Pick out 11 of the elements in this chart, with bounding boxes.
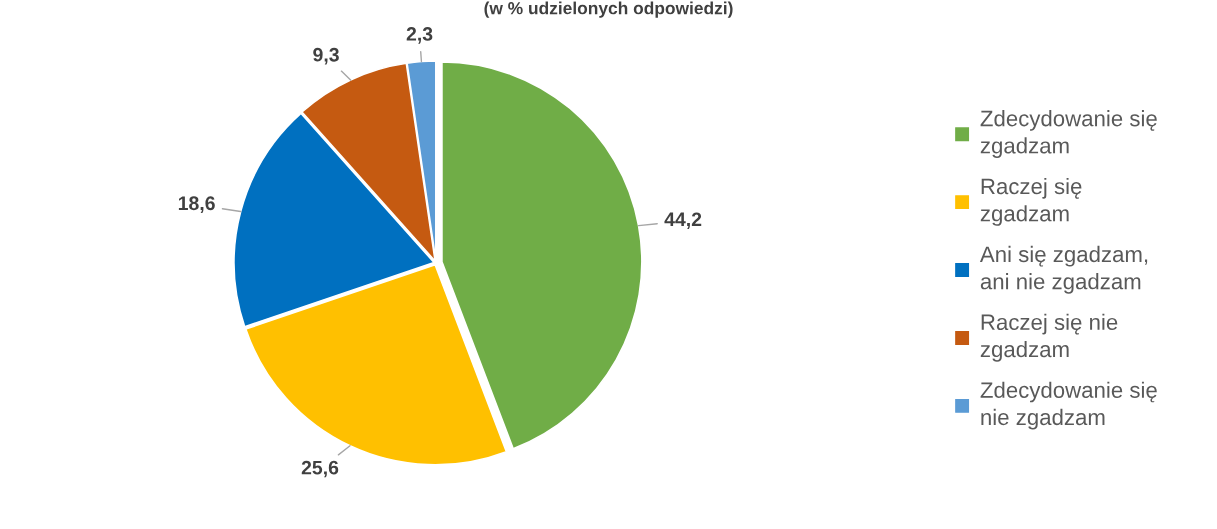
data-label: 25,6 — [301, 460, 339, 478]
legend-label: Zdecydowanie się zgadzam — [980, 110, 1157, 158]
legend-label: Zdecydowanie się nie zgadzam — [980, 381, 1157, 430]
data-label: 18,6 — [178, 196, 215, 213]
chart-title: (w % udzielonych odpowiedzi) — [484, 1, 733, 18]
data-label: 44,2 — [664, 212, 702, 229]
legend-label: Raczej się nie zgadzam — [980, 313, 1118, 362]
data-label: 2,3 — [406, 27, 433, 44]
data-label: 9,3 — [313, 47, 339, 65]
legend-label: Ani się zgadzam, ani nie zgadzam — [979, 245, 1148, 294]
legend-label: Raczej się zgadzam — [980, 177, 1082, 226]
